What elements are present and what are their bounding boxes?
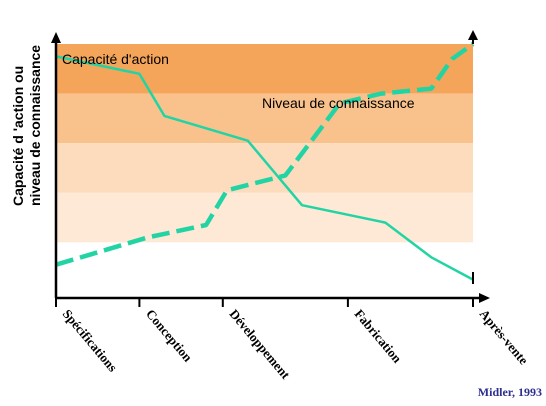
y-axis-label: Capacité d 'action ou niveau de connaiss… [10, 45, 43, 206]
band-4 [56, 242, 473, 292]
x-tick-label: Spécifications [60, 306, 121, 374]
series-line-capacite-action [55, 55, 474, 281]
band-1 [56, 93, 473, 144]
x-tick-label: Après-vente [477, 306, 532, 367]
band-2 [56, 143, 473, 193]
right-boundary-arrow [468, 30, 478, 40]
y-axis-arrow [51, 32, 61, 43]
x-tick-label: Conception [143, 306, 196, 365]
band-0 [56, 44, 473, 94]
band-3 [56, 192, 473, 243]
x-ticks: Spécifications Conception Développement Fab… [55, 298, 532, 382]
credit: Midler, 1993 [478, 385, 542, 399]
x-tick-label: Développement [227, 306, 294, 382]
series-lines [55, 42, 475, 281]
y-axis-label-line1: Capacité d 'action ou [10, 66, 26, 206]
series-line-niveau-de-connaissance [55, 42, 475, 267]
x-tick-label: Fabrication [352, 306, 406, 366]
axes [51, 30, 490, 303]
background-bands [56, 44, 473, 292]
x-axis-arrow [479, 293, 490, 303]
series-label-niveau: Niveau de connaissance [262, 95, 415, 111]
series-label-capacite: Capacité d'action [62, 51, 169, 67]
y-axis-label-line2: niveau de connaissance [27, 45, 43, 206]
